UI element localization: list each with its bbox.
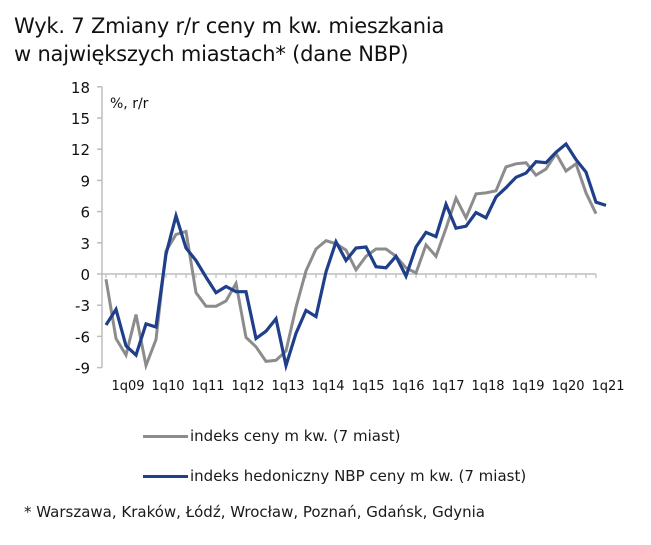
y-tick-label: -9: [75, 360, 90, 378]
y-tick-label: 15: [71, 110, 90, 128]
x-tick-label: 1q12: [231, 379, 264, 394]
x-tick-label: 1q11: [191, 379, 224, 394]
y-tick-label: 6: [80, 204, 90, 222]
legend-item-hedonic-index: indeks hedoniczny NBP ceny m kw. (7 mias…: [143, 467, 526, 485]
y-tick-label: -6: [75, 328, 90, 346]
y-tick-label: 18: [71, 79, 90, 97]
x-tick-label: 1q17: [431, 379, 464, 394]
series-price-index-line: [104, 150, 598, 371]
y-tick-label: 9: [80, 172, 90, 190]
x-tick-label: 1q20: [551, 379, 584, 394]
footnote: * Warszawa, Kraków, Łódź, Wrocław, Pozna…: [24, 503, 485, 521]
y-tick-label: 0: [80, 266, 90, 284]
legend-item-price-index: indeks ceny m kw. (7 miast): [143, 427, 401, 445]
chart-title: Wyk. 7 Zmiany r/r ceny m kw. mieszkania …: [14, 12, 444, 68]
y-tick-label: 3: [80, 235, 90, 253]
y-tick-label: -3: [75, 297, 90, 315]
x-tick-label: 1q13: [271, 379, 304, 394]
x-tick-label: 1q16: [391, 379, 424, 394]
y-axis: 18 15 12 9 6 3 0 -3 -6 -9: [71, 79, 103, 378]
x-tick-label: 1q21: [591, 379, 624, 394]
y-tick-label: 12: [71, 141, 90, 159]
series-lines: [104, 141, 607, 372]
legend-label: indeks hedoniczny NBP ceny m kw. (7 mias…: [190, 467, 527, 485]
unit-label: %, r/r: [110, 96, 149, 112]
x-tick-label: 1q15: [351, 379, 384, 394]
legend-swatch-blue-line-icon: [143, 474, 188, 478]
legend-label: indeks ceny m kw. (7 miast): [190, 427, 401, 445]
chart-title-line-2: w największych miastach* (dane NBP): [14, 42, 409, 66]
series-hedonic-index-line: [104, 141, 607, 372]
x-tick-label: 1q18: [471, 379, 504, 394]
x-axis: 1q09 1q10 1q11 1q12 1q13 1q14 1q15 1q16 1q17 1q18…: [102, 273, 625, 394]
x-tick-label: 1q09: [111, 379, 144, 394]
x-tick-label: 1q10: [151, 379, 184, 394]
x-tick-label: 1q19: [511, 379, 544, 394]
legend-swatch-gray-line-icon: [143, 434, 188, 438]
x-tick-label: 1q14: [311, 379, 344, 394]
chart-title-line-1: Wyk. 7 Zmiany r/r ceny m kw. mieszkania: [14, 14, 445, 38]
